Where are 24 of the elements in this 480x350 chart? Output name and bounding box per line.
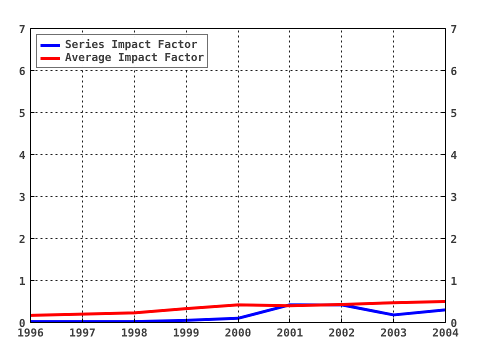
y-tick-label: 2: [18, 233, 26, 246]
x-tick-label: 1997: [69, 326, 96, 340]
y-tick-label: 1: [18, 275, 26, 288]
x-tick-label: 2001: [276, 326, 304, 340]
y2-tick-label: 2: [450, 233, 458, 246]
line-series: [30, 300, 446, 317]
y2-tick-label: 7: [450, 23, 458, 36]
y-tick-label: 4: [18, 149, 26, 162]
y-tick-label: 5: [18, 107, 26, 120]
y2-tick-label: 1: [450, 275, 458, 288]
y-tick-label: 6: [18, 65, 26, 78]
legend-label: Series Impact Factor: [65, 38, 198, 51]
y2-tick-label: 6: [450, 65, 458, 78]
x-tick-label: 1999: [172, 326, 200, 340]
x-tick-label: 2002: [328, 326, 356, 340]
x-tick-label: 2000: [224, 326, 252, 340]
x-tick-label: 1998: [121, 326, 148, 340]
legend-label: Average Impact Factor: [65, 51, 204, 64]
y2-tick-label: 5: [450, 107, 458, 120]
y2-tick-label: 3: [450, 191, 458, 204]
y-tick-label: 7: [18, 23, 26, 36]
y-tick-label: 3: [18, 191, 26, 204]
y2-tick-label: 4: [450, 149, 458, 162]
x-tick-label: 2003: [380, 326, 407, 340]
